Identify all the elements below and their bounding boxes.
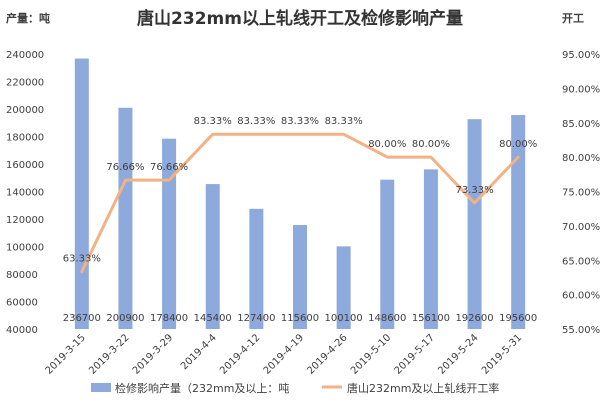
bar [293,225,307,329]
bar-value-label: 178400 [150,313,188,324]
bar [336,246,351,329]
right-axis-tick-label: 95.00% [562,50,600,61]
line-value-label: 83.33% [325,116,363,127]
right-axis-tick-label: 80.00% [562,153,600,164]
right-axis-tick-label: 55.00% [562,325,600,336]
legend-line-label: 唐山232mm及以上轧线开工率 [347,381,499,395]
chart-title: 唐山232mm以上轧线开工及检修影响产量 [137,8,463,29]
left-axis-unit-label: 产量：吨 [6,11,50,25]
bar [205,184,220,329]
bar-value-label: 236700 [63,313,101,324]
line-value-label: 83.33% [237,116,275,127]
right-axis-tick-label: 70.00% [562,222,600,233]
bar [467,119,482,329]
line-path [80,132,520,274]
line-value-label: 63.33% [63,254,101,265]
line-value-label: 73.33% [455,185,493,196]
left-axis-tick-label: 100000 [6,243,44,254]
bar [118,107,133,329]
bar [511,115,526,329]
left-axis-tick-label: 120000 [6,215,44,226]
legend: 检修影响产量（232mm及以上：吨 唐山232mm及以上轧线开工率 [91,381,499,395]
bar-value-label: 115600 [281,313,319,324]
bar [380,179,395,329]
line-data-labels: 63.33% 76.66% 76.66% 83.33% 83.33% 83.33% 83.3… [63,116,538,265]
left-axis-tick-label: 160000 [6,160,44,171]
line-value-label: 76.66% [150,162,188,173]
line-series [80,132,520,274]
bar-data-labels: 236700 200900 178400 145400 127400 115600 1001… [63,313,538,324]
bar-value-label: 195600 [499,313,537,324]
left-axis-ticks: 40000 60000 80000 100000 120000 140000 160000 1… [6,50,44,336]
line-value-label: 83.33% [194,116,232,127]
left-axis-tick-label: 220000 [6,78,44,89]
line-value-label: 80.00% [499,139,537,150]
bar [74,58,89,329]
line-value-label: 80.00% [412,139,450,150]
left-axis-tick-label: 240000 [6,50,44,61]
right-axis-tick-label: 60.00% [562,291,600,302]
right-axis-tick-label: 75.00% [562,188,600,199]
line-value-label: 80.00% [368,139,406,150]
bar-value-label: 156100 [412,313,450,324]
bar-value-label: 145400 [194,313,232,324]
bar [249,208,264,329]
bar-value-label: 192600 [455,313,493,324]
bar [423,169,438,329]
right-axis-tick-label: 90.00% [562,84,600,95]
left-axis-tick-label: 180000 [6,133,44,144]
left-axis-tick-label: 40000 [6,325,38,336]
bar-value-label: 127400 [237,313,275,324]
bar-value-label: 200900 [106,313,144,324]
right-axis-tick-label: 65.00% [562,256,600,267]
bar-value-label: 100100 [325,313,363,324]
bar [162,138,177,329]
bar-series [74,58,526,329]
legend-bar-label: 检修影响产量（232mm及以上：吨 [115,381,289,395]
left-axis-tick-label: 80000 [6,270,38,281]
right-axis-ticks: 55.00% 60.00% 65.00% 70.00% 75.00% 80.00% 85.0… [562,50,600,336]
right-axis-tick-label: 85.00% [562,119,600,130]
legend-bar-swatch [91,383,111,392]
bar-value-label: 148600 [368,313,406,324]
left-axis-tick-label: 140000 [6,188,44,199]
left-axis-tick-label: 200000 [6,105,44,116]
right-axis-unit-label: 开工 [562,12,584,25]
line-value-label: 76.66% [106,162,144,173]
line-value-label: 83.33% [281,116,319,127]
left-axis-tick-label: 60000 [6,298,38,309]
